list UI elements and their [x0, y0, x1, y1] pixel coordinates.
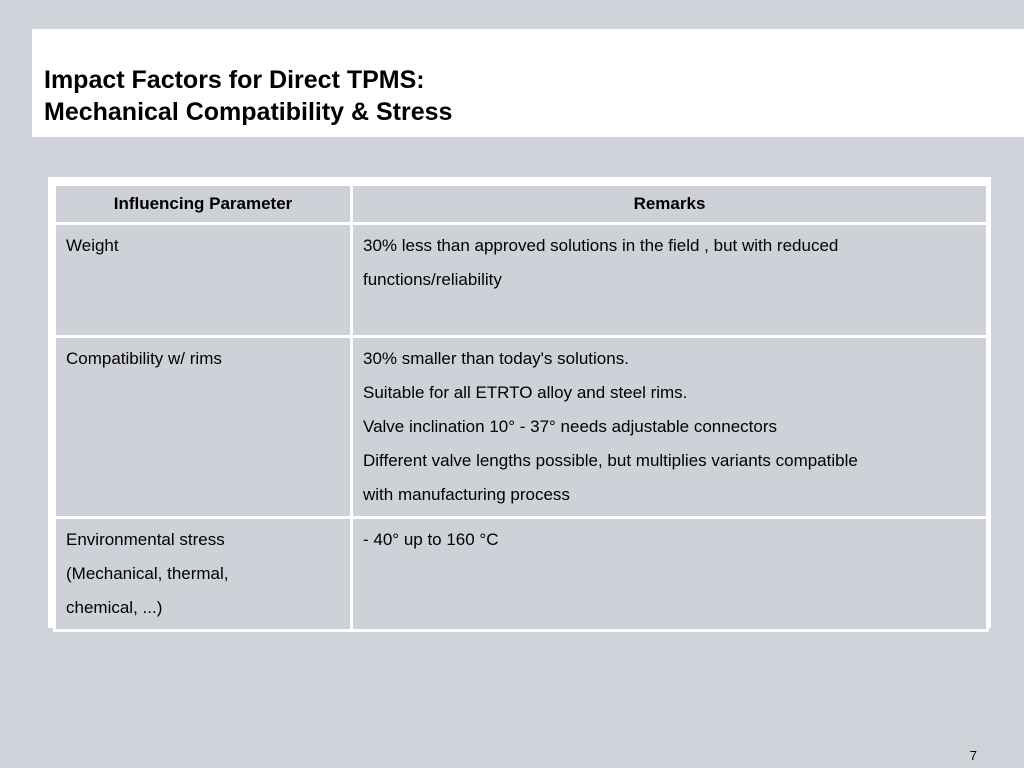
parameters-table: Influencing Parameter Remarks Weight 30%…	[53, 183, 989, 632]
parameter-cell: Environmental stress (Mechanical, therma…	[53, 516, 353, 632]
slide-title: Impact Factors for Direct TPMS: Mechanic…	[44, 64, 452, 128]
remark-line: functions/reliability	[363, 270, 502, 289]
parameter-line: chemical, ...)	[66, 598, 163, 617]
page-number: 7	[969, 748, 977, 763]
parameter-line: (Mechanical, thermal,	[66, 564, 229, 583]
title-band: Impact Factors for Direct TPMS: Mechanic…	[32, 29, 1024, 137]
remark-line: Valve inclination 10° - 37° needs adjust…	[363, 417, 777, 436]
parameter-line: Weight	[66, 236, 119, 255]
parameter-cell: Compatibility w/ rims	[53, 335, 353, 519]
header-remarks: Remarks	[350, 183, 989, 225]
header-influencing-parameter: Influencing Parameter	[53, 183, 353, 225]
remark-line: 30% less than approved solutions in the …	[363, 236, 839, 255]
parameter-line: Environmental stress	[66, 530, 225, 549]
remark-line: 30% smaller than today's solutions.	[363, 349, 629, 368]
remark-line: - 40° up to 160 °C	[363, 530, 499, 549]
parameter-line: Compatibility w/ rims	[66, 349, 222, 368]
remark-cell: 30% less than approved solutions in the …	[350, 222, 989, 338]
table-header-row: Influencing Parameter Remarks	[53, 183, 989, 225]
remark-cell: 30% smaller than today's solutions. Suit…	[350, 335, 989, 519]
title-line-2: Mechanical Compatibility & Stress	[44, 98, 453, 126]
table-row-rims: Compatibility w/ rims 30% smaller than t…	[53, 335, 989, 519]
remark-line: Suitable for all ETRTO alloy and steel r…	[363, 383, 688, 402]
remark-cell: - 40° up to 160 °C	[350, 516, 989, 632]
table-row-environmental-stress: Environmental stress (Mechanical, therma…	[53, 516, 989, 632]
table-frame: Influencing Parameter Remarks Weight 30%…	[48, 177, 991, 632]
parameter-cell: Weight	[53, 222, 353, 338]
remark-line: Different valve lengths possible, but mu…	[363, 451, 858, 470]
title-line-1: Impact Factors for Direct TPMS:	[44, 66, 425, 94]
remark-line: with manufacturing process	[363, 485, 570, 504]
table-row-weight: Weight 30% less than approved solutions …	[53, 222, 989, 338]
